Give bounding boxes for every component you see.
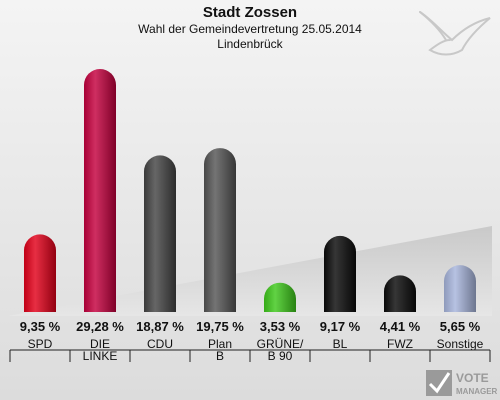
checkmark-icon <box>428 372 451 394</box>
chart-title: Stadt Zossen <box>203 4 297 21</box>
category-label-2: CDU <box>147 337 173 351</box>
value-label-3: 19,75 % <box>196 319 244 334</box>
value-label-5: 9,17 % <box>320 319 361 334</box>
value-label-2: 18,87 % <box>136 319 184 334</box>
category-label-1-line2: LINKE <box>83 349 118 363</box>
value-label-0: 9,35 % <box>20 319 61 334</box>
value-labels-group: 9,35 % 29,28 % 18,87 % 19,75 % 3,53 % 9,17 % 4… <box>20 319 481 334</box>
value-label-7: 5,65 % <box>440 319 481 334</box>
category-label-7: Sonstige <box>437 337 484 351</box>
bar-7 <box>444 265 476 312</box>
bar-1 <box>84 68 116 312</box>
category-label-3: Plan <box>208 337 232 351</box>
vote-manager-logo: VOTE MANAGER <box>426 370 498 396</box>
value-label-6: 4,41 % <box>380 319 421 334</box>
category-label-5: BL <box>333 337 348 351</box>
chart-subtitle: Wahl der Gemeindevertretung 25.05.2014 <box>138 22 362 36</box>
chart-location: Lindenbrück <box>217 37 283 51</box>
bar-6 <box>384 275 416 312</box>
category-label-4: GRÜNE/ <box>257 337 304 351</box>
category-label-6: FWZ <box>387 337 413 351</box>
category-label-1: DIE <box>90 337 110 351</box>
category-label-3-line2: B <box>216 349 224 363</box>
bar-2 <box>144 155 176 312</box>
bar-4 <box>264 282 296 312</box>
category-label-0: SPD <box>28 337 53 351</box>
bird-logo-icon <box>419 11 491 56</box>
bar-3 <box>204 148 236 312</box>
bars-group <box>24 68 476 312</box>
vote-manager-line1: VOTE <box>456 371 489 385</box>
vote-manager-line2: MANAGER <box>456 387 498 396</box>
bar-0 <box>24 234 56 312</box>
category-label-4-line2: B 90 <box>268 349 293 363</box>
chart-floor <box>8 226 492 316</box>
value-label-4: 3,53 % <box>260 319 301 334</box>
value-label-1: 29,28 % <box>76 319 124 334</box>
bar-5 <box>324 235 356 312</box>
